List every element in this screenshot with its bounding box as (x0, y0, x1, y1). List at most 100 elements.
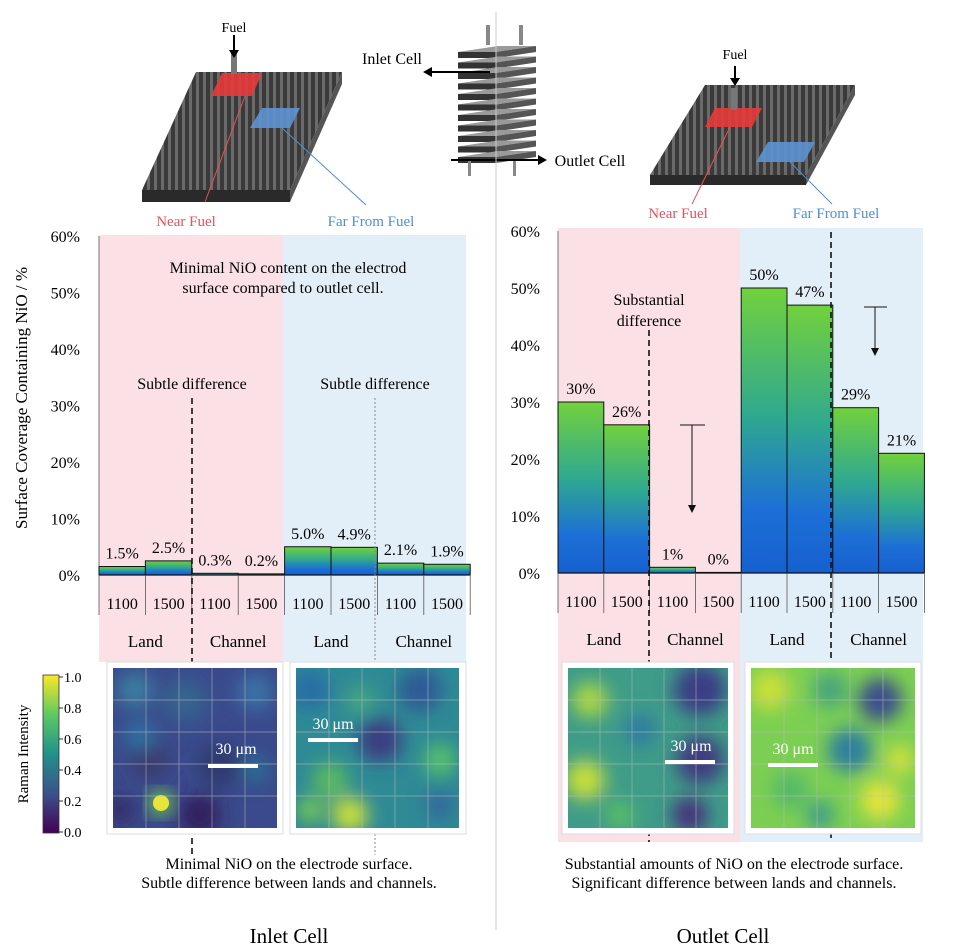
stack-layer (458, 125, 496, 132)
stack-layer-side (496, 98, 536, 111)
bar-value-label: 0.2% (245, 553, 278, 570)
stack-layer-top (458, 56, 536, 63)
stack-layer (458, 136, 496, 142)
bar-value-label: 21% (887, 432, 916, 449)
x-tick-label: 1100 (657, 594, 688, 611)
stack-layer (458, 83, 496, 90)
fuel-arrow-left (229, 35, 239, 58)
stack-layer (458, 104, 496, 111)
inlet-title: Inlet Cell (250, 924, 329, 948)
annotation-substantial-2: difference (617, 313, 682, 330)
near-fuel-patch (211, 73, 262, 96)
bar (423, 563, 471, 576)
y-tick-label: 10% (511, 509, 540, 526)
near-fuel-patch-right (705, 108, 762, 127)
x-tick-label: 1500 (611, 594, 643, 611)
outlet-caption-line-1: Substantial amounts of NiO on the electr… (565, 856, 904, 873)
y-tick-label: 50% (511, 281, 540, 298)
near-fuel-label-left: Near Fuel (156, 214, 216, 230)
stack-layer-top (458, 109, 536, 115)
inlet-cell-plate (142, 52, 342, 202)
bar-value-label: 1.9% (430, 543, 463, 560)
y-tick-label: 40% (511, 338, 540, 355)
x-tick-label: 1500 (794, 594, 826, 611)
bar (740, 287, 788, 574)
bar-value-label: 1.5% (106, 546, 139, 563)
colorbar-ticks: 1.0 0.8 0.6 0.4 0.2 0.0 (59, 671, 82, 841)
scale-bar-label-1: 30 μm (215, 741, 257, 758)
x-tick-label: 1100 (385, 596, 416, 613)
bar-value-label: 4.9% (338, 526, 371, 543)
outlet-cell-arrow-label: Outlet Cell (555, 153, 626, 170)
stack-layer-side (496, 56, 536, 69)
x-tick-label: 1500 (245, 596, 277, 613)
x-tick-label: 1100 (748, 594, 779, 611)
stack-layer-side (496, 119, 536, 132)
stack-layer (458, 94, 496, 100)
stack-layer-top (458, 46, 536, 52)
x-tick-label: 1500 (431, 596, 463, 613)
stack-layer-top (458, 77, 536, 84)
raman-map-inlet-near (106, 661, 284, 835)
far-fuel-label-left: Far From Fuel (328, 214, 415, 230)
inlet-cell-arrow (423, 67, 490, 77)
colorbar-tick-label: 0.8 (64, 702, 82, 717)
group-label: Land (770, 630, 805, 649)
raman-map-inlet-far (289, 661, 467, 835)
x-tick-label: 1100 (106, 596, 137, 613)
bar-value-label: 1% (662, 546, 683, 563)
inlet-caption-line-1: Minimal NiO on the electrode surface. (165, 856, 412, 873)
y-tick-label: 10% (51, 512, 80, 529)
stack-layer-side (496, 130, 536, 142)
stack-layer-side (496, 46, 536, 58)
bar (284, 546, 332, 576)
bar-value-label: 5.0% (291, 526, 324, 543)
x-tick-label: 1500 (338, 596, 370, 613)
bar (98, 566, 146, 576)
y-tick-label: 40% (51, 342, 80, 359)
colorbar-tick-label: 0.0 (64, 826, 82, 841)
inlet-chart: 0% 10% 20% 30% 40% 50% 60% 1.5% 1100 2.5% 1500 0.3%… (51, 229, 471, 855)
stack-layer-top (458, 130, 536, 136)
x-tick-label: 1100 (292, 596, 323, 613)
stack-layer (458, 115, 496, 121)
annotation-minimal-2: surface compared to outlet cell. (182, 280, 383, 297)
bar (330, 546, 378, 576)
outlet-chart: 0% 10% 20% 30% 40% 50% 60% 30% 1100 26% 1500 1% 1100… (511, 224, 925, 842)
x-tick-label: 1500 (886, 594, 918, 611)
colorbar-tick-label: 0.2 (64, 795, 82, 810)
y-tick-label: 50% (51, 286, 80, 303)
stack-layer-side (496, 140, 536, 153)
inlet-caption-line-2: Subtle difference between lands and chan… (141, 875, 437, 892)
stack-layer-side (496, 67, 536, 79)
x-tick-label: 1100 (840, 594, 871, 611)
group-label: Land (128, 632, 163, 651)
colorbar-label: Raman Intensity (16, 704, 32, 803)
bar-value-label: 50% (749, 267, 778, 284)
stack-layer-side (496, 77, 536, 90)
x-tick-label: 1500 (153, 596, 185, 613)
bar-value-label: 26% (612, 404, 641, 421)
colorbar-tick-label: 1.0 (64, 671, 82, 686)
arrow-head-1 (688, 505, 696, 513)
stack-layer (458, 146, 496, 153)
inlet-cell-arrow-label: Inlet Cell (362, 51, 423, 68)
y-tick-label: 30% (51, 399, 80, 416)
near-fuel-leader-left (204, 95, 246, 203)
bar (376, 562, 425, 576)
outlet-cell-plate (650, 85, 855, 185)
group-label: Land (586, 630, 621, 649)
x-tick-label: 1100 (565, 594, 596, 611)
far-fuel-patch (250, 108, 300, 128)
near-fuel-region (99, 235, 283, 662)
far-fuel-leader-right (789, 161, 833, 205)
bar-value-label: 29% (841, 387, 870, 404)
x-tick-label: 1100 (199, 596, 230, 613)
y-axis-label: Surface Coverage Containing NiO / % (12, 267, 31, 529)
scale-bar-label-4: 30 μm (772, 741, 814, 758)
stack-layer-top (458, 88, 536, 94)
scale-bar-label-3: 30 μm (670, 738, 712, 755)
annotation-subtle-left: Subtle difference (137, 376, 246, 393)
